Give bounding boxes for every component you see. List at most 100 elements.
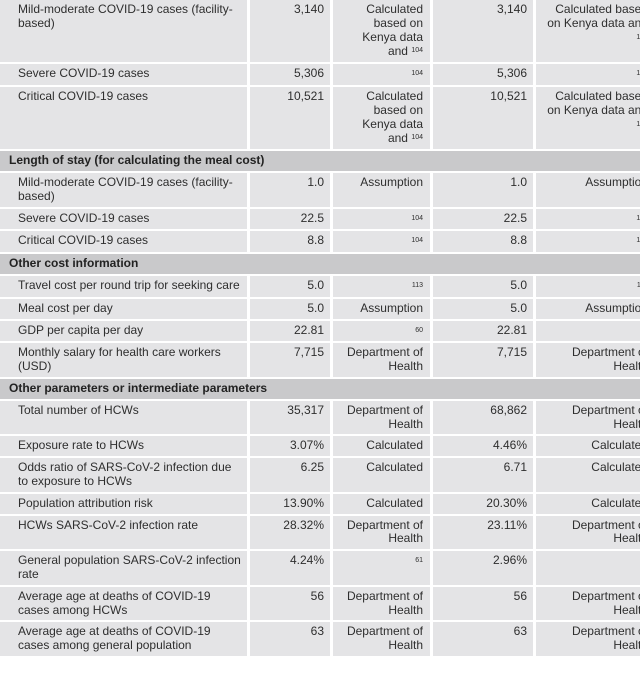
source-scenario-2-text: Department of Health [571,517,640,546]
parameter-label: Monthly salary for health care workers (… [0,343,247,377]
source-scenario-2: Calculated based on Kenya data and 104 [536,0,640,63]
value-scenario-2-text: 22.81 [496,322,527,337]
parameter-label-text: Average age at deaths of COVID-19 cases … [18,624,211,653]
value-scenario-1: 28.32% [250,515,330,550]
source-scenario-2: Department of Health [536,343,640,377]
parameter-label-text: Odds ratio of SARS-CoV-2 infection due t… [18,460,232,488]
parameter-label-text: Meal cost per day [18,300,113,315]
value-scenario-1-text: 5,306 [293,66,324,81]
source-scenario-2-text: Calculated based on Kenya data and [547,2,640,30]
source-scenario-2-text: Calculated [591,495,640,510]
reference-superscript: 104 [411,214,423,222]
value-scenario-1: 35,317 [250,400,330,435]
table-row: Odds ratio of SARS-CoV-2 infection due t… [0,458,640,492]
parameter-label: Mild-moderate COVID-19 cases (facility-b… [0,172,247,207]
table-row: Exposure rate to HCWs 3.07% Calculated 4.46… [0,436,640,457]
value-scenario-2-text: 5.0 [510,300,527,315]
value-scenario-1: 22.5 [250,208,330,230]
value-scenario-2-text: 68,862 [490,402,527,417]
table-row: Travel cost per round trip for seeking c… [0,275,640,297]
source-scenario-1: 104 [333,231,430,253]
value-scenario-2: 3,140 [433,0,533,63]
value-scenario-1: 10,521 [250,86,330,150]
source-scenario-2-text: Department of Health [571,588,640,617]
source-scenario-1: Department of Health [333,586,430,621]
source-scenario-2-text: Calculated [591,460,640,475]
reference-superscript: 104 [411,237,423,245]
source-scenario-1: Calculated [333,493,430,514]
parameter-label: GDP per capita per day [0,320,247,342]
value-scenario-2-text: 8.8 [510,233,527,248]
source-scenario-2-text: Calculated [591,438,640,453]
table-row: Average age at deaths of COVID-19 cases … [0,586,640,621]
value-scenario-2-text: 23.11% [487,517,527,532]
value-scenario-1: 22.81 [250,320,330,342]
source-scenario-2-text: Department of Health [571,402,640,431]
parameter-label-text: Average age at deaths of COVID-19 cases … [18,588,211,617]
table-row: Severe COVID-19 cases 22.5 104 22.5 104 [0,208,640,230]
value-scenario-2-text: 6.71 [503,460,527,475]
parameter-label-text: GDP per capita per day [18,322,144,337]
section-title: Other cost information [0,254,640,274]
table-row: Critical COVID-19 cases 10,521 Calculated … [0,86,640,150]
parameter-label: Population attribution risk [0,493,247,514]
value-scenario-2-text: 4.46% [492,438,527,453]
value-scenario-1: 4.24% [250,551,330,585]
source-scenario-2: Calculated [536,436,640,457]
parameter-label-text: Population attribution risk [18,495,153,510]
table-row: Critical COVID-19 cases 8.8 104 8.8 104 [0,231,640,253]
source-scenario-1: 60 [333,320,430,342]
value-scenario-1-text: 63 [310,624,324,639]
parameter-label: Meal cost per day [0,298,247,319]
source-scenario-1-text: Department of Health [346,624,423,653]
source-scenario-2: Calculated based on Kenya data and 104 [536,86,640,150]
parameter-label: Severe COVID-19 cases [0,64,247,85]
value-scenario-2-text: 7,715 [496,345,527,360]
parameter-label: Severe COVID-19 cases [0,208,247,230]
source-scenario-2: 60 [536,320,640,342]
value-scenario-1: 5,306 [250,64,330,85]
source-scenario-1-text: Calculated [366,460,423,475]
section-header: Other parameters or intermediate paramet… [0,378,640,399]
source-scenario-2-text: Assumption [585,300,640,315]
value-scenario-1: 56 [250,586,330,621]
source-scenario-1: Calculated based on Kenya data and 104 [333,86,430,150]
source-scenario-2: Calculated [536,458,640,492]
value-scenario-1: 3.07% [250,436,330,457]
value-scenario-2: 63 [433,622,533,656]
source-scenario-1-text: Calculated [366,495,423,510]
value-scenario-1: 7,715 [250,343,330,377]
source-scenario-1: 104 [333,208,430,230]
reference-superscript: 60 [415,326,423,334]
parameter-label-text: Mild-moderate COVID-19 cases (facility-b… [18,2,233,30]
source-scenario-2-text: Assumption [585,174,640,189]
source-scenario-1: Calculated based on Kenya data and 104 [333,0,430,63]
value-scenario-1-text: 4.24% [289,553,324,568]
value-scenario-1-text: 3,140 [293,2,324,16]
value-scenario-2: 5,306 [433,64,533,85]
value-scenario-1: 8.8 [250,231,330,253]
value-scenario-1: 5.0 [250,298,330,319]
parameters-table: Mild-moderate COVID-19 cases (facility-b… [0,0,640,656]
value-scenario-1-text: 6.25 [300,460,324,475]
parameter-label: Total number of HCWs [0,400,247,435]
value-scenario-2: 8.8 [433,231,533,253]
source-scenario-2-text: Department of Health [571,345,640,374]
value-scenario-1-text: 22.81 [293,322,324,337]
value-scenario-1: 1.0 [250,172,330,207]
value-scenario-2: 22.81 [433,320,533,342]
source-scenario-2: 104 [536,64,640,85]
parameter-label: Exposure rate to HCWs [0,436,247,457]
value-scenario-1-text: 56 [310,588,324,603]
section-header: Length of stay (for calculating the meal… [0,151,640,171]
value-scenario-1: 5.0 [250,275,330,297]
parameter-label: General population SARS-CoV-2 infection … [0,551,247,585]
source-scenario-1: Department of Health [333,343,430,377]
value-scenario-2: 5.0 [433,298,533,319]
value-scenario-2: 5.0 [433,275,533,297]
table-row: Mild-moderate COVID-19 cases (facility-b… [0,172,640,207]
value-scenario-2: 23.11% [433,515,533,550]
value-scenario-1-text: 7,715 [293,345,324,360]
source-scenario-2: Department of Health [536,622,640,656]
value-scenario-1-text: 8.8 [307,233,324,248]
